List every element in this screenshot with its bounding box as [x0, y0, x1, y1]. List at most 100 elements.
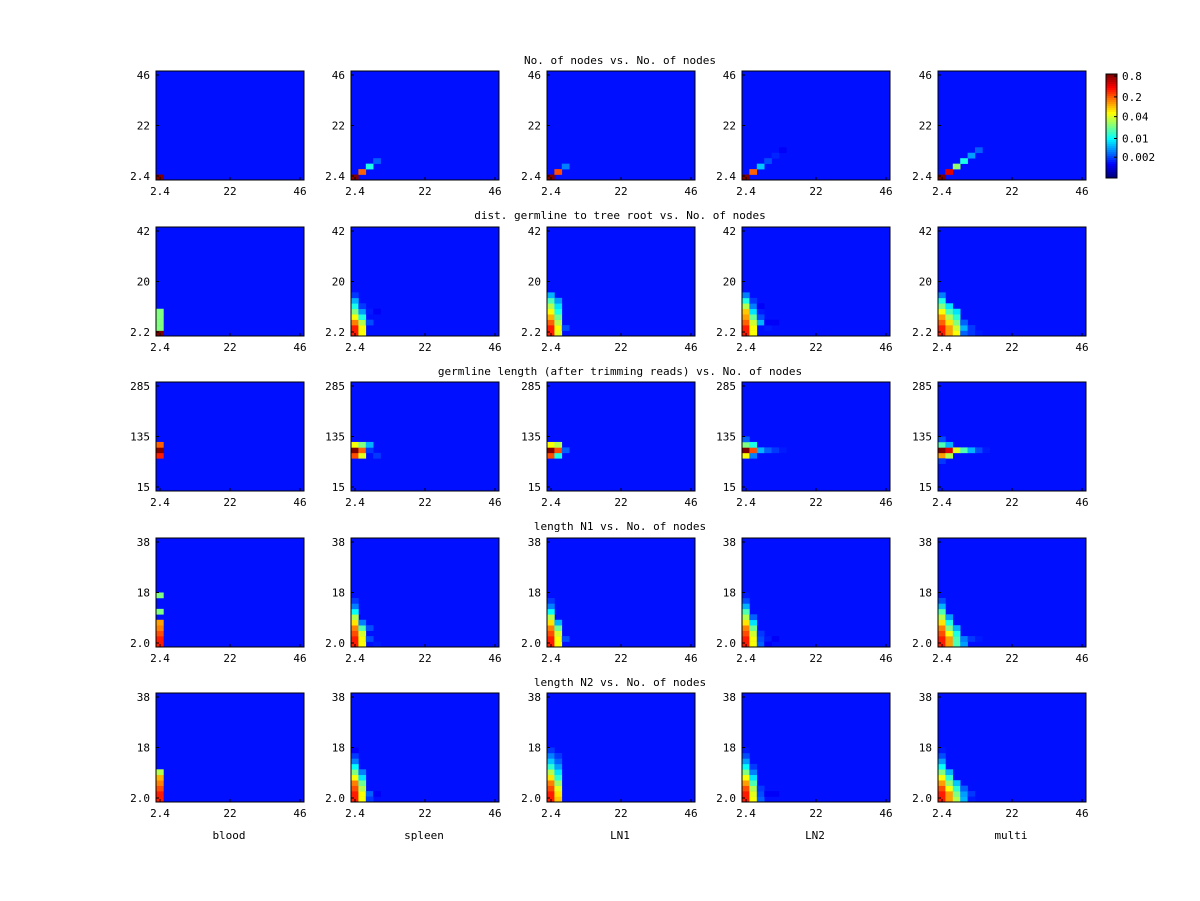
- x-tick-label: 2.4: [345, 341, 365, 354]
- y-tick-label: 38: [332, 536, 345, 549]
- heatmap-cell: [547, 297, 555, 304]
- heatmap-cell: [156, 314, 164, 320]
- panel-background: [547, 693, 695, 802]
- heatmap-cell: [938, 608, 946, 615]
- row-title: length N1 vs. No. of nodes: [534, 520, 706, 533]
- heatmap-cell: [547, 314, 555, 320]
- heatmap-cell: [351, 325, 359, 331]
- heatmap-cell: [960, 319, 968, 326]
- heatmap-cell: [749, 325, 758, 331]
- heatmap-cell: [351, 603, 359, 610]
- heatmap-cell: [764, 319, 772, 326]
- heatmap-cell: [764, 325, 772, 331]
- x-tick-label: 22: [614, 807, 627, 820]
- heatmap-cell: [742, 319, 750, 326]
- heatmap-cell: [749, 447, 758, 454]
- heatmap-cell: [742, 758, 750, 765]
- heatmap-cell: [351, 758, 359, 765]
- heatmap-cell: [358, 330, 367, 337]
- x-tick-label: 2.4: [736, 341, 756, 354]
- heatmap-cell: [358, 452, 367, 459]
- heatmap-cell: [938, 614, 946, 621]
- x-tick-label: 2.4: [345, 807, 365, 820]
- y-tick-label: 2.0: [912, 792, 932, 805]
- heatmap-cell: [938, 319, 946, 326]
- colorbar-segment: [1106, 98, 1117, 101]
- colorbar: 0.8 0.2 0.04 0.01 0.002: [1105, 70, 1155, 179]
- x-tick-label: 46: [488, 496, 501, 509]
- heatmap-cell: [547, 452, 555, 459]
- heatmap-cell: [351, 747, 359, 754]
- x-tick-label: 46: [879, 807, 892, 820]
- colorbar-segment: [1106, 100, 1117, 103]
- heatmap-cell: [749, 452, 758, 459]
- heatmap-cell: [373, 158, 381, 164]
- heatmap-cell: [554, 774, 563, 781]
- colorbar-segment: [1106, 172, 1117, 175]
- heatmap-cell: [358, 447, 367, 454]
- heatmap-cell: [561, 163, 570, 170]
- heatmap-cell: [749, 796, 758, 803]
- heatmap-cell: [742, 614, 750, 621]
- y-tick-label: 2.0: [521, 792, 541, 805]
- heatmap-cell: [742, 447, 750, 454]
- colorbar-segment: [1106, 168, 1117, 171]
- x-tick-label: 46: [684, 341, 697, 354]
- y-tick-label: 135: [912, 431, 932, 444]
- heatmap-cell: [358, 319, 367, 326]
- heatmap-cell: [771, 319, 780, 326]
- colorbar-tick-label: 0.04: [1122, 111, 1149, 124]
- x-tick-label: 22: [223, 341, 236, 354]
- heatmap-cell: [365, 319, 374, 326]
- heatmap-cell: [373, 308, 381, 315]
- colorbar-segment: [1106, 88, 1117, 91]
- heatmap-panel: 2.4 22 46 2.0 18 38: [325, 536, 502, 665]
- x-tick-label: 2.4: [345, 496, 365, 509]
- heatmap-cell: [960, 447, 968, 454]
- heatmap-cell: [547, 319, 555, 326]
- heatmap-cell: [156, 608, 164, 615]
- heatmap-cell: [554, 752, 563, 759]
- colorbar-segment: [1106, 134, 1117, 137]
- heatmap-cell: [938, 769, 946, 776]
- colorbar-segment: [1106, 174, 1117, 177]
- heatmap-cell: [554, 763, 563, 770]
- panel-background: [156, 693, 304, 802]
- heatmap-cell: [358, 636, 367, 642]
- heatmap-cell: [742, 436, 750, 443]
- heatmap-cell: [358, 641, 367, 648]
- heatmap-cell: [945, 452, 954, 459]
- heatmap-cell: [351, 630, 359, 637]
- heatmap-cell: [967, 447, 976, 454]
- x-tick-label: 46: [293, 496, 306, 509]
- heatmap-cell: [975, 636, 983, 642]
- heatmap-cell: [967, 636, 976, 642]
- x-tick-label: 22: [809, 652, 822, 665]
- heatmap-cell: [952, 325, 961, 331]
- heatmap-cell: [351, 297, 359, 304]
- heatmap-cell: [547, 752, 555, 759]
- colorbar-segment: [1106, 142, 1117, 145]
- heatmap-cell: [547, 603, 555, 610]
- heatmap-cell: [756, 641, 765, 648]
- heatmap-cell: [358, 169, 367, 175]
- heatmap-cell: [975, 147, 983, 154]
- panel-background: [547, 538, 695, 647]
- y-tick-label: 42: [528, 225, 541, 238]
- heatmap-cell: [749, 614, 758, 621]
- heatmap-cell: [952, 636, 961, 642]
- heatmap-cell: [952, 641, 961, 648]
- x-tick-label: 2.4: [345, 185, 365, 198]
- colorbar-segment: [1106, 90, 1117, 93]
- heatmap-cell: [945, 308, 954, 315]
- x-tick-label: 46: [879, 652, 892, 665]
- y-tick-label: 15: [332, 481, 345, 494]
- x-tick-label: 46: [684, 807, 697, 820]
- colorbar-segment: [1106, 132, 1117, 135]
- x-tick-label: 22: [223, 807, 236, 820]
- heatmap-cell: [547, 441, 555, 448]
- heatmap-cell: [756, 630, 765, 637]
- heatmap-cell: [547, 747, 555, 754]
- heatmap-cell: [938, 441, 946, 448]
